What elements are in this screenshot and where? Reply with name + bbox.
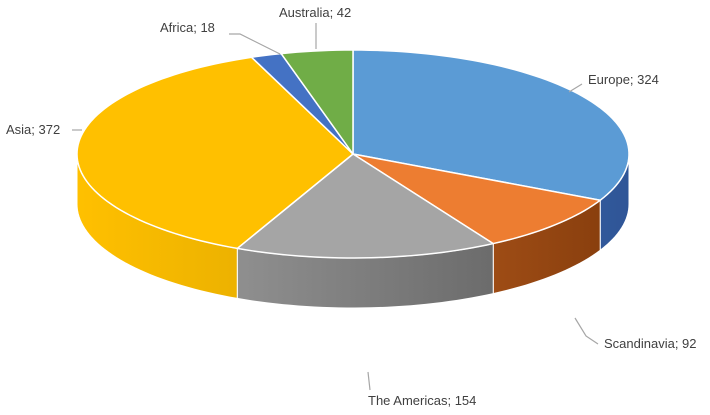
data-label-the-americas: The Americas; 154	[368, 393, 476, 408]
pie-sides	[76, 153, 630, 309]
leader-line-scandinavia	[574, 317, 599, 345]
data-label-asia: Asia; 372	[6, 122, 60, 137]
pie-slice-europe	[352, 49, 630, 201]
pie-slice-australia	[280, 49, 354, 155]
data-labels: Europe; 324 Scandinavia; 92 The Americas; …	[6, 5, 697, 408]
leader-line-africa	[229, 33, 281, 55]
leader-lines	[72, 23, 599, 391]
data-label-australia: Australia; 42	[279, 5, 351, 20]
leader-line-europe	[568, 83, 583, 93]
pie-slice-scandinavia	[352, 153, 601, 245]
pie-slice-asia	[76, 56, 354, 250]
leader-line-the-americas	[367, 371, 371, 391]
pie-slice-the-americas	[236, 153, 494, 259]
data-label-africa: Africa; 18	[160, 20, 215, 35]
data-label-europe: Europe; 324	[588, 72, 659, 87]
pie-tops	[76, 49, 630, 259]
data-label-scandinavia: Scandinavia; 92	[604, 336, 697, 351]
